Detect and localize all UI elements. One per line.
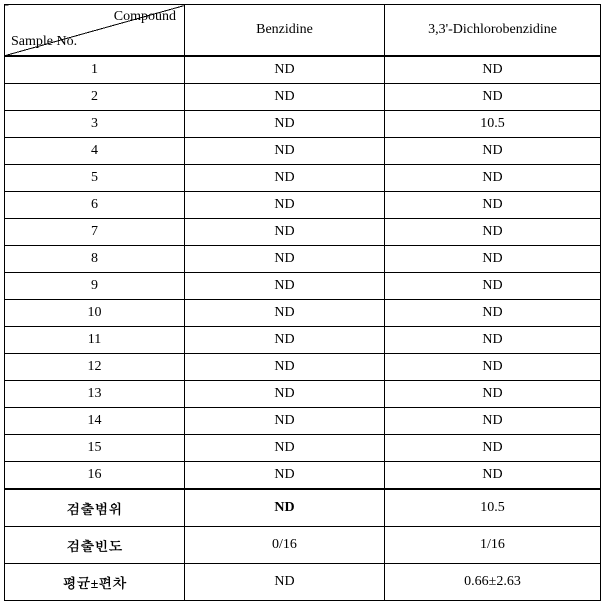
cell-sample-no: 2 xyxy=(5,84,185,111)
table-row: 11 ND ND xyxy=(5,327,601,354)
table-row: 16 ND ND xyxy=(5,462,601,490)
table-row: 10 ND ND xyxy=(5,300,601,327)
table-row: 2 ND ND xyxy=(5,84,601,111)
cell-dcb: ND xyxy=(385,138,601,165)
table-row: 9 ND ND xyxy=(5,273,601,300)
table-row: 1 ND ND xyxy=(5,57,601,84)
table-row: 14 ND ND xyxy=(5,408,601,435)
cell-benzidine: ND xyxy=(185,381,385,408)
cell-sample-no: 5 xyxy=(5,165,185,192)
cell-sample-no: 15 xyxy=(5,435,185,462)
cell-dcb: ND xyxy=(385,192,601,219)
header-col-benzidine: Benzidine xyxy=(185,5,385,56)
cell-dcb: ND xyxy=(385,165,601,192)
cell-dcb: ND xyxy=(385,327,601,354)
summary-mean-benzidine: ND xyxy=(185,564,385,601)
cell-dcb: ND xyxy=(385,435,601,462)
cell-sample-no: 9 xyxy=(5,273,185,300)
cell-sample-no: 4 xyxy=(5,138,185,165)
cell-benzidine: ND xyxy=(185,138,385,165)
cell-sample-no: 3 xyxy=(5,111,185,138)
summary-range-row: 검출범위 ND 10.5 xyxy=(5,489,601,527)
cell-dcb: ND xyxy=(385,246,601,273)
cell-benzidine: ND xyxy=(185,111,385,138)
cell-benzidine: ND xyxy=(185,219,385,246)
header-diag-bottom: Sample No. xyxy=(11,34,77,50)
cell-sample-no: 12 xyxy=(5,354,185,381)
cell-sample-no: 6 xyxy=(5,192,185,219)
compound-table: Compound Sample No. Benzidine 3,3'-Dichl… xyxy=(4,4,601,601)
cell-benzidine: ND xyxy=(185,462,385,490)
table-header-row: Compound Sample No. Benzidine 3,3'-Dichl… xyxy=(5,5,601,56)
summary-mean-label: 평균±편차 xyxy=(5,564,185,601)
summary-freq-label: 검출빈도 xyxy=(5,527,185,564)
cell-benzidine: ND xyxy=(185,327,385,354)
cell-benzidine: ND xyxy=(185,57,385,84)
table-row: 8 ND ND xyxy=(5,246,601,273)
cell-benzidine: ND xyxy=(185,273,385,300)
cell-benzidine: ND xyxy=(185,435,385,462)
cell-dcb: ND xyxy=(385,84,601,111)
cell-dcb: ND xyxy=(385,219,601,246)
cell-benzidine: ND xyxy=(185,84,385,111)
cell-dcb: ND xyxy=(385,273,601,300)
cell-benzidine: ND xyxy=(185,246,385,273)
summary-range-benzidine: ND xyxy=(185,489,385,527)
cell-benzidine: ND xyxy=(185,408,385,435)
summary-range-dcb: 10.5 xyxy=(385,489,601,527)
cell-benzidine: ND xyxy=(185,192,385,219)
summary-freq-benzidine: 0/16 xyxy=(185,527,385,564)
cell-sample-no: 8 xyxy=(5,246,185,273)
cell-dcb: ND xyxy=(385,57,601,84)
cell-benzidine: ND xyxy=(185,354,385,381)
summary-freq-dcb: 1/16 xyxy=(385,527,601,564)
cell-dcb: ND xyxy=(385,354,601,381)
table-row: 12 ND ND xyxy=(5,354,601,381)
cell-sample-no: 13 xyxy=(5,381,185,408)
cell-sample-no: 14 xyxy=(5,408,185,435)
summary-mean-row: 평균±편차 ND 0.66±2.63 xyxy=(5,564,601,601)
cell-dcb: 10.5 xyxy=(385,111,601,138)
header-col-dichlorobenzidine: 3,3'-Dichlorobenzidine xyxy=(385,5,601,56)
table-row: 7 ND ND xyxy=(5,219,601,246)
summary-mean-dcb: 0.66±2.63 xyxy=(385,564,601,601)
table-row: 6 ND ND xyxy=(5,192,601,219)
cell-sample-no: 7 xyxy=(5,219,185,246)
cell-dcb: ND xyxy=(385,408,601,435)
cell-benzidine: ND xyxy=(185,300,385,327)
summary-range-label: 검출범위 xyxy=(5,489,185,527)
cell-benzidine: ND xyxy=(185,165,385,192)
cell-dcb: ND xyxy=(385,381,601,408)
table-row: 3 ND 10.5 xyxy=(5,111,601,138)
table-row: 5 ND ND xyxy=(5,165,601,192)
cell-sample-no: 1 xyxy=(5,57,185,84)
table-row: 15 ND ND xyxy=(5,435,601,462)
summary-freq-row: 검출빈도 0/16 1/16 xyxy=(5,527,601,564)
header-diagonal-cell: Compound Sample No. xyxy=(5,5,185,56)
cell-sample-no: 10 xyxy=(5,300,185,327)
cell-sample-no: 16 xyxy=(5,462,185,490)
table-row: 13 ND ND xyxy=(5,381,601,408)
cell-dcb: ND xyxy=(385,300,601,327)
cell-sample-no: 11 xyxy=(5,327,185,354)
header-diag-top: Compound xyxy=(114,9,176,25)
cell-dcb: ND xyxy=(385,462,601,490)
table-row: 4 ND ND xyxy=(5,138,601,165)
